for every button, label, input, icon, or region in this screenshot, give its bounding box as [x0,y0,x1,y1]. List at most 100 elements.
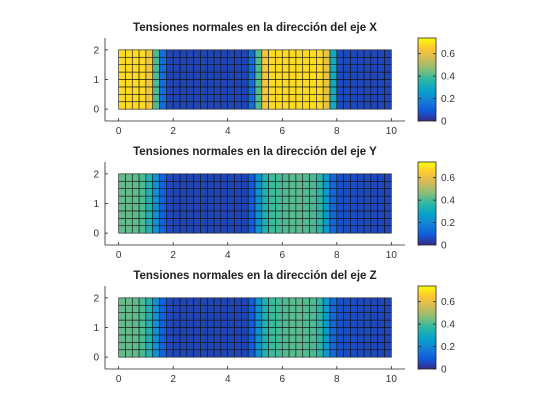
mesh-cell [206,342,215,351]
mesh-cell [220,349,229,358]
mesh-cell [316,225,324,234]
mesh-cell [254,79,263,88]
mesh-cell [166,71,174,80]
mesh-cell [138,195,147,204]
mesh-cell [227,349,235,358]
mesh-cell [288,225,297,234]
mesh-cell [200,225,208,234]
mesh-cell [179,327,188,336]
mesh-cell [213,101,222,110]
mesh-cell [363,86,372,95]
mesh-cell [241,86,249,95]
mesh-cell [145,210,154,219]
mesh-cell [309,203,317,212]
colorbar-tick-label: 0.2 [441,218,455,229]
mesh-cell [281,304,290,313]
mesh-cell [254,188,263,197]
mesh [118,49,392,110]
mesh-cell [356,297,365,306]
mesh-cell [118,86,126,95]
mesh-cell [179,94,188,103]
mesh-cell [138,297,147,306]
mesh-cell [145,312,154,321]
mesh-cell [172,173,181,182]
mesh-cell [281,94,290,103]
mesh-cell [377,101,385,110]
mesh-cell [370,304,379,313]
mesh-cell [350,218,358,227]
mesh-cell [206,188,215,197]
panel-title: Tensiones normales en la dirección del e… [133,146,377,158]
mesh-cell [227,203,235,212]
mesh-cell [145,297,154,306]
mesh-cell [186,64,194,73]
mesh-cell [363,195,372,204]
mesh-cell [206,225,215,234]
mesh-cell [356,49,365,58]
mesh-cell [220,49,229,58]
mesh-cell [145,86,154,95]
mesh-cell [350,173,358,182]
mesh-cell [193,180,201,189]
mesh-cell [322,334,331,343]
mesh-cell [363,304,372,313]
mesh-cell [159,49,167,58]
mesh-cell [172,94,181,103]
mesh-cell [118,225,126,234]
mesh-cell [145,342,154,351]
mesh-cell [281,79,290,88]
mesh-cell [186,334,194,343]
mesh-cell [179,319,188,328]
mesh-cell [336,86,344,95]
mesh-cell [227,195,235,204]
mesh-cell [384,218,392,227]
mesh-cell [172,203,181,212]
mesh-cell [350,56,358,65]
mesh-cell [193,312,201,321]
mesh-cell [152,79,160,88]
mesh-cell [200,203,208,212]
mesh-cell [247,319,256,328]
mesh-cell [288,203,297,212]
chart-panel-1: Tensiones normales en la dirección del e… [93,22,455,137]
mesh-cell [254,203,263,212]
mesh-cell [241,297,249,306]
mesh-cell [309,180,317,189]
mesh-cell [152,349,160,358]
mesh-cell [322,297,331,306]
mesh-cell [329,304,338,313]
mesh-cell [131,195,140,204]
mesh-cell [329,312,338,321]
colorbar-tick-label: 0.2 [441,94,455,105]
mesh-cell [384,210,392,219]
mesh-cell [220,327,229,336]
mesh-cell [275,312,283,321]
mesh-cell [138,210,147,219]
mesh-cell [186,319,194,328]
mesh-cell [241,173,249,182]
mesh-cell [200,297,208,306]
mesh-cell [343,173,351,182]
mesh-cell [145,101,154,110]
mesh-cell [193,225,201,234]
mesh-cell [138,64,147,73]
mesh-cell [186,180,194,189]
mesh-cell [186,210,194,219]
mesh-cell [322,49,331,58]
mesh-cell [343,101,351,110]
mesh-cell [241,188,249,197]
mesh-cell [247,342,256,351]
mesh-cell [131,210,140,219]
mesh-cell [356,86,365,95]
mesh-cell [227,334,235,343]
mesh-cell [159,319,167,328]
mesh-cell [329,218,338,227]
mesh-cell [384,180,392,189]
mesh-cell [200,86,208,95]
mesh-cell [206,304,215,313]
mesh-cell [254,101,263,110]
mesh-cell [118,304,126,313]
mesh-cell [193,49,201,58]
mesh-cell [268,297,276,306]
mesh-cell [254,218,263,227]
